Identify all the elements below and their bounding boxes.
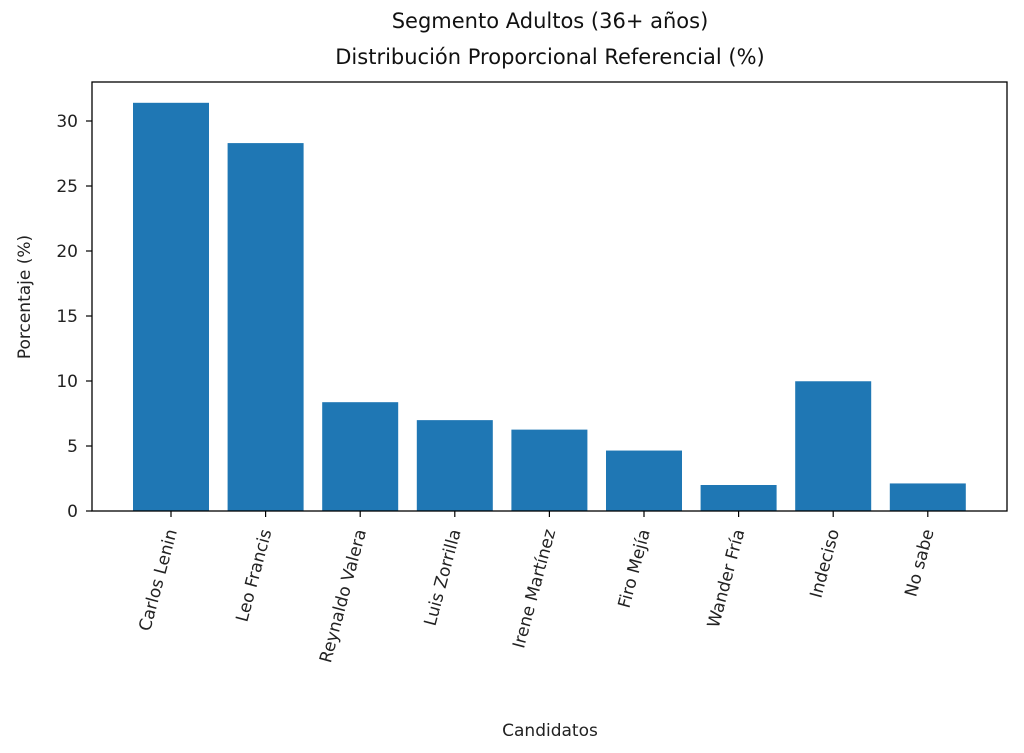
y-tick-label: 30 xyxy=(56,112,78,132)
bar-3 xyxy=(416,420,493,511)
y-tick-label: 0 xyxy=(67,502,78,522)
x-tick-label: Carlos Lenin xyxy=(135,527,181,633)
x-tick-label: Luis Zorrilla xyxy=(421,527,466,628)
bar-2 xyxy=(322,402,399,511)
chart-subtitle: Distribución Proporcional Referencial (%… xyxy=(335,45,764,69)
x-tick-label: Wander Fría xyxy=(704,527,750,630)
bar-6 xyxy=(700,485,777,511)
chart-title: Segmento Adultos (36+ años) xyxy=(392,9,709,33)
x-tick-label: Reynaldo Valera xyxy=(316,527,371,665)
y-tick-label: 5 xyxy=(67,437,78,457)
y-tick-label: 10 xyxy=(56,372,78,392)
x-axis-label: Candidatos xyxy=(502,721,598,741)
y-tick-label: 25 xyxy=(56,177,78,197)
x-tick-label: No sabe xyxy=(901,527,938,599)
x-tick-label: Firo Mejía xyxy=(615,527,655,610)
bar-0 xyxy=(133,102,209,512)
x-tick-label: Indeciso xyxy=(806,527,844,600)
bar-5 xyxy=(606,450,682,511)
y-tick-label: 20 xyxy=(56,242,78,262)
bar-8 xyxy=(889,483,966,511)
x-tick-label: Irene Martínez xyxy=(509,527,560,650)
bar-4 xyxy=(511,429,588,511)
y-axis-label: Porcentaje (%) xyxy=(15,235,35,359)
x-tick-label: Leo Francis xyxy=(232,527,276,624)
bar-1 xyxy=(227,143,304,511)
y-tick-label: 15 xyxy=(56,307,78,327)
plot-frame xyxy=(91,81,1008,512)
bar-7 xyxy=(795,381,872,511)
